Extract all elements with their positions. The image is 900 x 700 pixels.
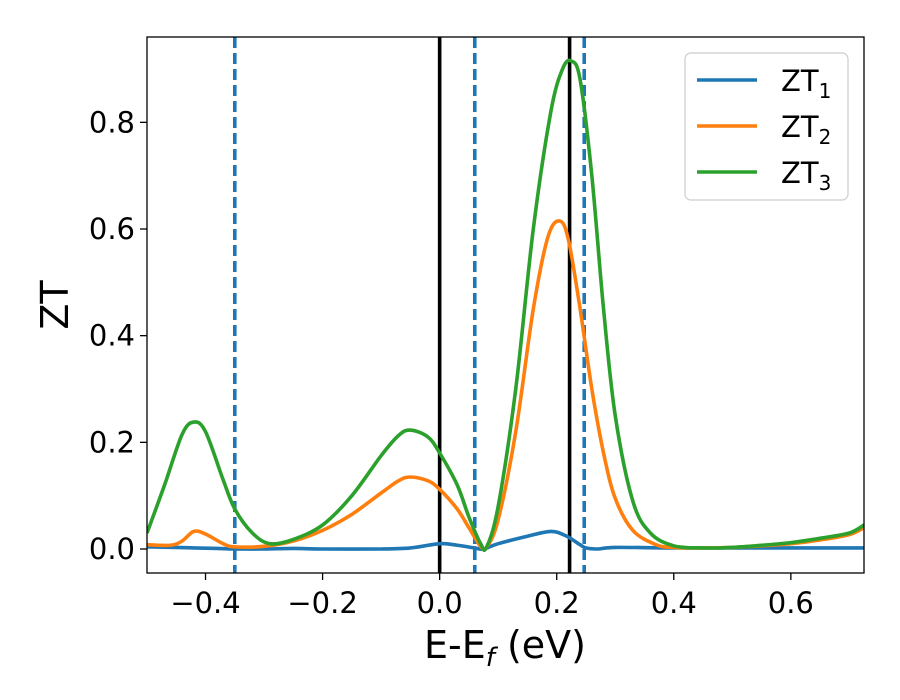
x-axis-label-unit: (eV)	[495, 623, 586, 667]
legend: ZT1 ZT2 ZT3	[684, 52, 849, 201]
x-axis-ticks: −0.4 −0.2 0.0 0.2 0.4 0.6	[170, 573, 814, 620]
y-tick-label: 0.4	[89, 319, 135, 353]
plot-frame	[146, 36, 865, 574]
x-tick-label: 0.4	[651, 586, 697, 620]
x-tick-label: −0.2	[287, 586, 357, 620]
x-tick-label: −0.4	[170, 586, 240, 620]
x-tick-label: 0.0	[417, 586, 463, 620]
legend-box	[684, 52, 849, 201]
series-line-3	[147, 58, 864, 553]
x-tick-label: 0.2	[534, 586, 580, 620]
y-axis-title: ZT	[33, 280, 77, 330]
legend-label-2: ZT2	[781, 110, 831, 149]
y-tick-label: 0.6	[89, 212, 135, 246]
series-line-1	[147, 529, 864, 552]
x-axis-title: E-Ef (eV)	[424, 623, 586, 673]
series-line-2	[147, 219, 864, 552]
vertical-lines	[232, 37, 587, 573]
legend-label-3: ZT3	[781, 156, 831, 195]
y-axis-ticks: 0.0 0.2 0.4 0.6 0.8	[89, 105, 147, 566]
y-tick-label: 0.2	[89, 425, 135, 459]
y-tick-label: 0.8	[89, 105, 135, 139]
x-tick-label: 0.6	[768, 586, 814, 620]
x-axis-label: E-E	[424, 623, 486, 667]
series-lines	[147, 58, 864, 553]
y-tick-label: 0.0	[89, 532, 135, 566]
legend-label-1: ZT1	[781, 64, 831, 103]
